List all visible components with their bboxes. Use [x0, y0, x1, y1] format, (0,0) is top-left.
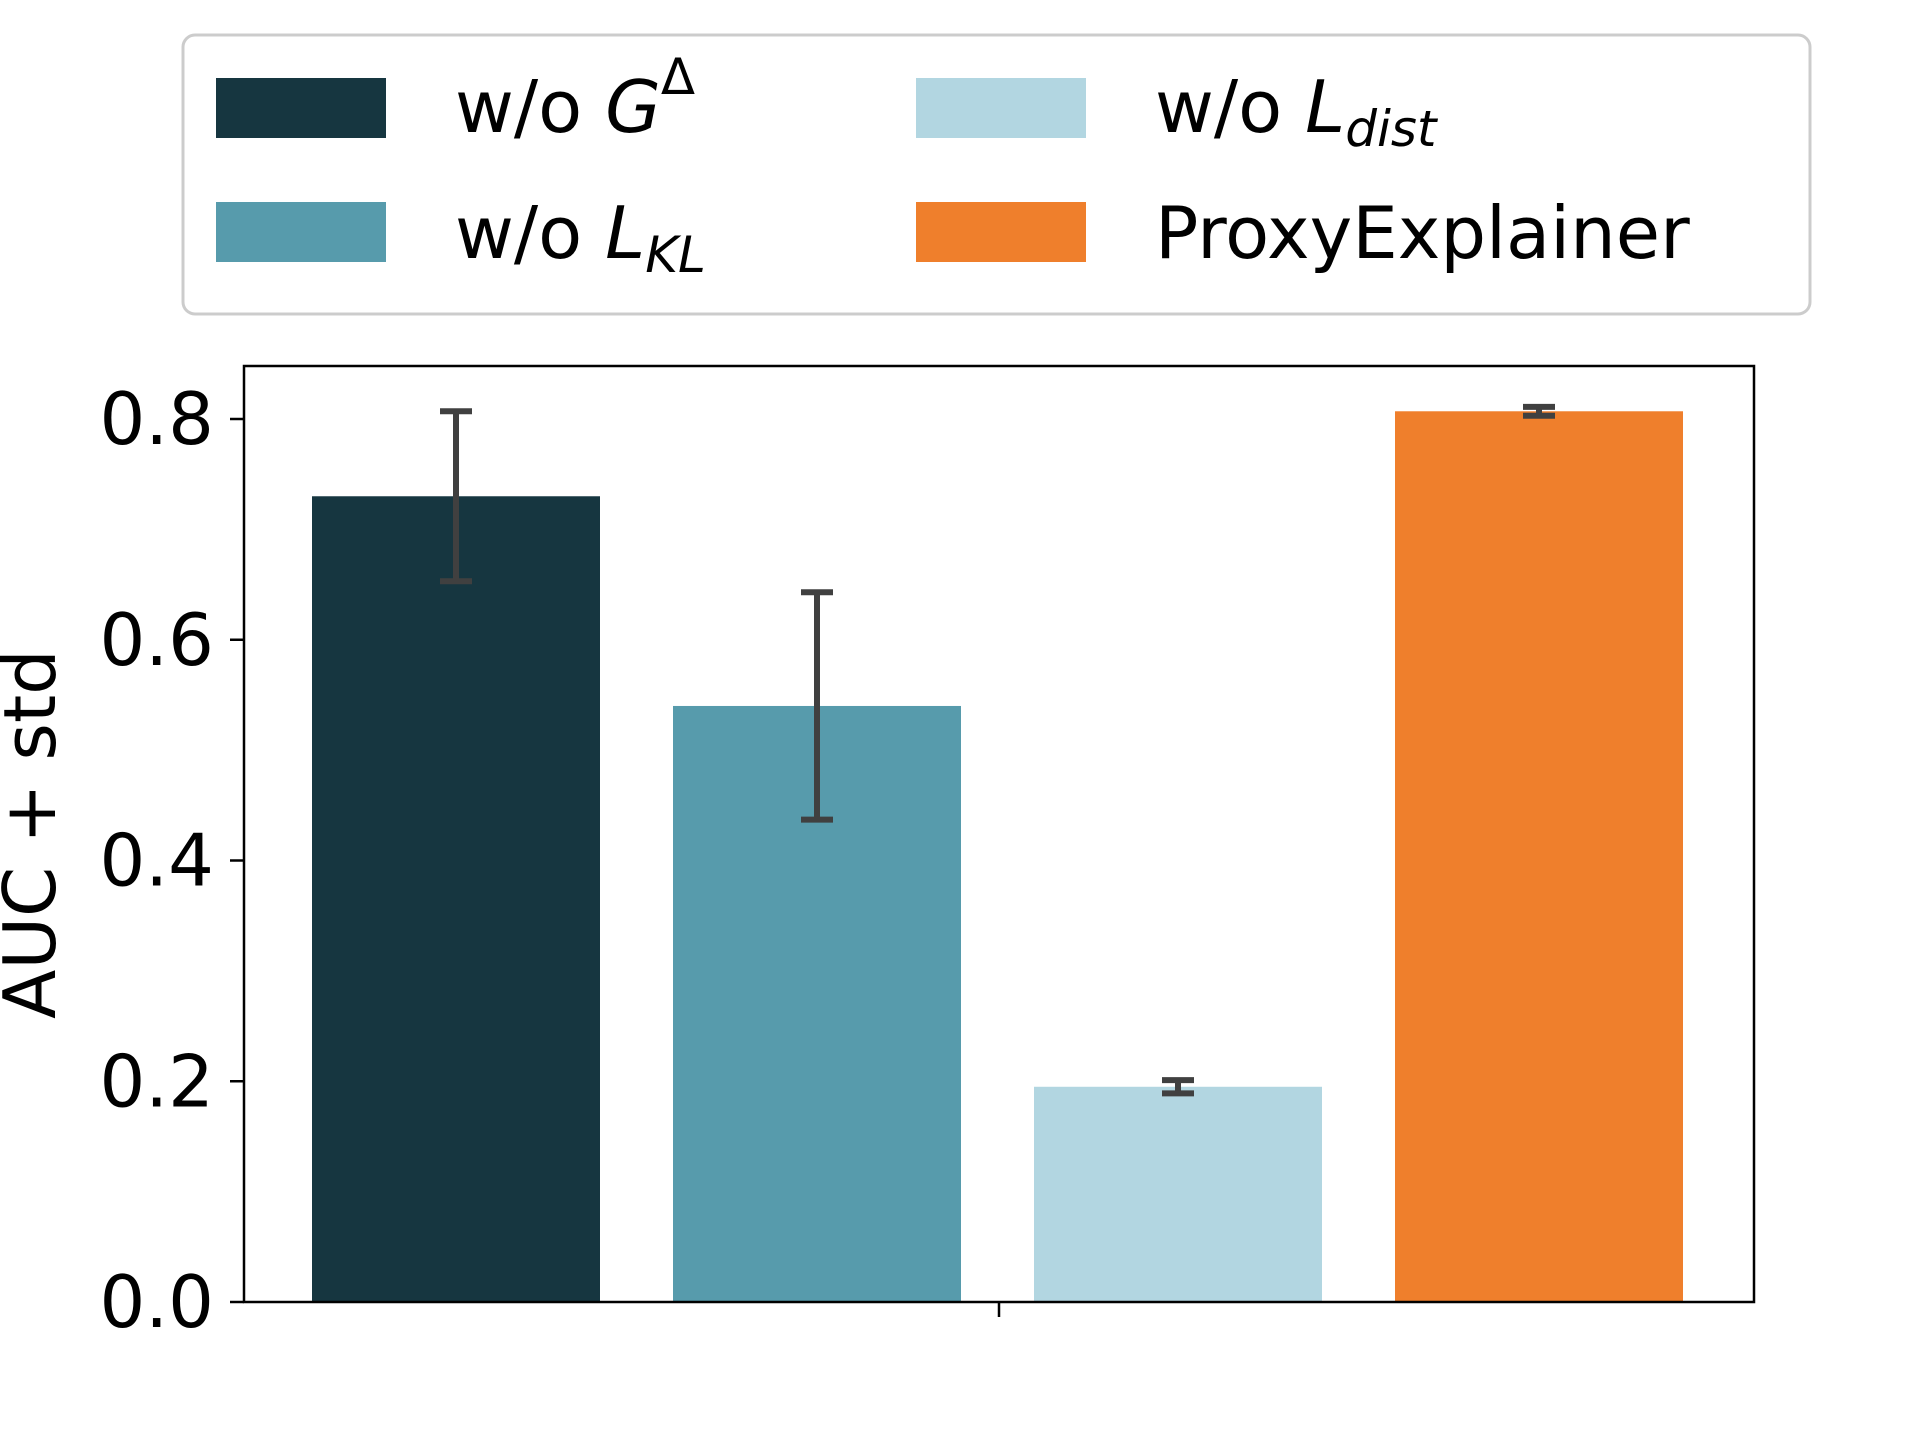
legend-swatch-wo-g-delta [216, 78, 386, 138]
error-bars-group [440, 403, 1555, 1097]
y-tick-label: 0.8 [99, 377, 214, 461]
error-bar-2 [801, 589, 833, 823]
legend-label-wo-l-dist: w/o Ldist [1155, 65, 1439, 158]
y-tick-label: 0.0 [99, 1260, 214, 1344]
bar-4 [1395, 411, 1683, 1302]
legend-label-wo-l-kl: w/o LKL [455, 191, 706, 284]
legend-label-wo-g-delta: w/o GΔ [455, 48, 695, 149]
bar-3 [1034, 1086, 1322, 1302]
legend-label-proxyexplainer: ProxyExplainer [1155, 191, 1690, 275]
bar-1 [312, 496, 600, 1302]
legend: w/o GΔ w/o LKL w/o Ldist ProxyExplainer [181, 33, 1812, 316]
legend-swatch-wo-l-kl [216, 202, 386, 262]
error-bar-1 [440, 408, 472, 585]
y-tick-label: 0.6 [99, 598, 214, 682]
legend-frame [181, 33, 1812, 316]
y-tick-label: 0.2 [99, 1039, 214, 1123]
y-axis-label: AUC + std [0, 649, 72, 1019]
legend-swatch-wo-l-dist [916, 78, 1086, 138]
bars-group [312, 411, 1683, 1302]
y-tick-label: 0.4 [99, 819, 214, 903]
legend-swatch-proxyexplainer [916, 202, 1086, 262]
error-bar-3 [1162, 1077, 1194, 1097]
y-axis-ticks: 0.0 0.2 0.4 0.6 0.8 [99, 377, 244, 1344]
error-bar-4 [1523, 403, 1555, 419]
